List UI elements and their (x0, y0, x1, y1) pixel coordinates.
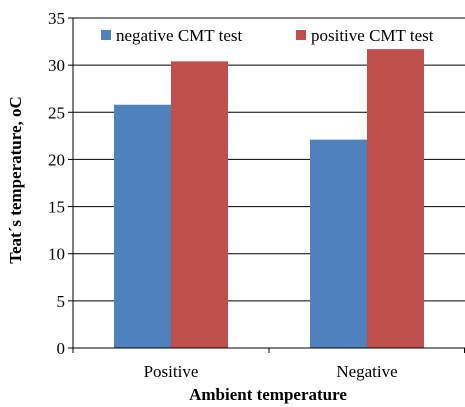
x-axis-title: Ambient temperature (189, 385, 347, 404)
legend-label-negative-cmt: negative CMT test (116, 26, 242, 45)
x-category-labels: Positive Negative (144, 362, 398, 381)
x-category-label-negative: Negative (336, 362, 397, 381)
y-tick-label-35: 35 (48, 9, 65, 28)
y-tick-label-0: 0 (57, 339, 66, 358)
bar-negative-positive-cmt (367, 49, 424, 348)
axes (68, 17, 465, 353)
legend-swatch-negative-cmt (101, 30, 111, 40)
bar-positive-negative-cmt (114, 104, 171, 348)
y-tick-labels: 0 5 10 15 20 25 30 35 (48, 9, 65, 358)
bars (114, 49, 424, 348)
y-tick-label-25: 25 (48, 103, 65, 122)
legend: negative CMT test positive CMT test (101, 26, 434, 45)
y-axis-title: Teat´s temperature, oC (6, 96, 25, 264)
legend-swatch-positive-cmt (296, 30, 306, 40)
y-tick-label-15: 15 (48, 198, 65, 217)
bar-positive-positive-cmt (171, 61, 228, 348)
bar-negative-negative-cmt (310, 139, 367, 348)
y-tick-label-30: 30 (48, 56, 65, 75)
y-tick-label-10: 10 (48, 245, 65, 264)
y-tick-label-20: 20 (48, 150, 65, 169)
legend-label-positive-cmt: positive CMT test (311, 26, 434, 45)
y-tick-label-5: 5 (57, 292, 66, 311)
x-category-label-positive: Positive (144, 362, 199, 381)
